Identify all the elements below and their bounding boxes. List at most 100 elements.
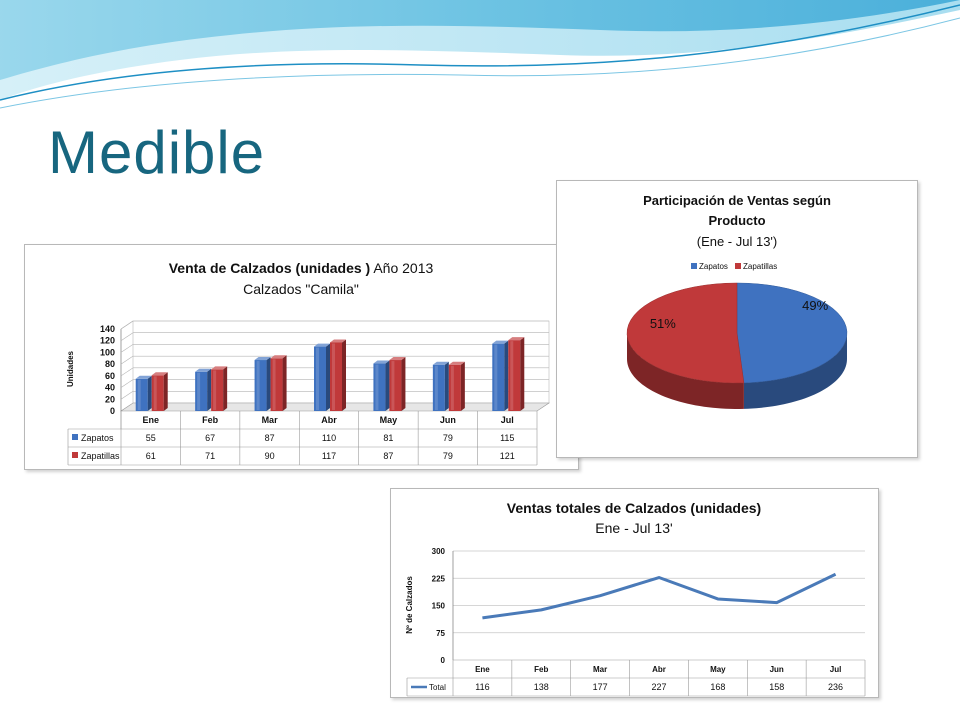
pie-slice-side (627, 333, 744, 409)
bar-zapatillas-side (163, 372, 168, 411)
bar-chart-ytick-label: 60 (105, 371, 115, 381)
line-chart-category-label: Abr (652, 665, 666, 674)
pie-legend-label: Zapatos (699, 262, 728, 271)
bar-data-label: 81 (383, 433, 393, 443)
slide-title: Medible (48, 119, 266, 186)
bar-zapatillas-side (282, 355, 287, 411)
line-data-label: 158 (769, 682, 784, 692)
line-series-total (482, 572, 837, 620)
bar-zapatillas-side (342, 339, 346, 411)
bar-data-label: 121 (500, 451, 515, 461)
bar-zapatillas (508, 340, 521, 411)
line-chart-ytick-label: 150 (432, 602, 446, 611)
bar-zapatos (492, 343, 505, 411)
bar-data-label: 79 (443, 433, 453, 443)
bar-zapatillas-top (330, 339, 346, 343)
pie-legend-label: Zapatillas (743, 262, 777, 271)
bar-chart-category-label: Feb (202, 415, 219, 425)
bar-zapatos-highlight (256, 361, 260, 410)
bar-zapatillas-top (211, 366, 228, 370)
bar-data-label: 71 (205, 451, 215, 461)
bar-zapatillas (151, 375, 164, 411)
bar-chart-category-label: Ene (142, 415, 159, 425)
pie-legend-key (735, 263, 741, 269)
bar-zapatillas-highlight (450, 365, 454, 410)
bar-zapatos-side (326, 343, 330, 411)
bar-zapatos-top (135, 375, 152, 379)
bar-chart-ytick-label: 100 (100, 347, 115, 357)
line-data-label: 116 (475, 682, 489, 692)
pie-chart-panel: Participación de Ventas según Producto (… (556, 180, 918, 458)
bar-legend-key (72, 434, 78, 440)
bar-zapatos-side (504, 340, 509, 411)
bar-zapatos (195, 371, 208, 411)
line-chart-category-label: Jun (770, 665, 784, 674)
bar-zapatillas-side (401, 357, 406, 411)
pie-slice-side (743, 333, 847, 409)
bar-zapatillas-top (389, 357, 406, 361)
bar-zapatos-top (492, 340, 509, 344)
bar-data-label: 110 (322, 433, 336, 443)
bar-chart-ytick-label: 0 (110, 406, 115, 416)
pie-chart-title-line2: Producto (708, 213, 765, 228)
line-chart-category-label: Feb (534, 665, 548, 674)
line-chart-category-label: Mar (593, 665, 607, 674)
pie-chart-title-line1: Participación de Ventas según (643, 193, 831, 208)
line-data-label: 236 (828, 682, 843, 692)
pie-data-label: 49% (802, 298, 828, 313)
bar-zapatos (373, 363, 386, 411)
bar-data-label: 79 (443, 451, 453, 461)
line-chart-subtitle: Ene - Jul 13' (595, 520, 672, 536)
bar-chart-subtitle: Calzados "Camila" (243, 281, 359, 297)
bar-zapatillas-side (223, 366, 228, 411)
pie-data-label: 51% (650, 316, 676, 331)
bar-chart-panel: Venta de Calzados (unidades ) Año 2013 C… (24, 244, 579, 470)
bar-data-label: 90 (265, 451, 275, 461)
bar-zapatillas-top (151, 372, 168, 376)
bar-data-label: 87 (265, 433, 275, 443)
line-chart-ytick-label: 75 (436, 629, 445, 638)
line-chart-svg: Ventas totales de Calzados (unidades) En… (405, 500, 866, 697)
bar-zapatillas (448, 364, 461, 411)
bar-chart-ytick-label: 120 (100, 336, 115, 346)
bar-zapatillas-highlight (391, 361, 395, 410)
bar-zapatillas-highlight (332, 343, 335, 410)
bar-zapatos (254, 360, 267, 411)
bar-data-label: 61 (146, 451, 156, 461)
bar-zapatillas-top (508, 337, 525, 341)
bar-legend-key (72, 452, 78, 458)
line-chart-panel: Ventas totales de Calzados (unidades) En… (390, 488, 879, 698)
bar-zapatos-side (266, 357, 271, 411)
bar-legend-label: Zapatos (81, 433, 114, 443)
bar-chart-category-label: Abr (321, 415, 337, 425)
bar-zapatillas (211, 369, 224, 411)
bar-data-label: 87 (383, 451, 393, 461)
bar-zapatos-side (147, 375, 152, 411)
line-chart-ytick-label: 0 (441, 656, 446, 665)
line-chart-ytick-label: 225 (432, 574, 446, 583)
bar-chart-ytick-label: 40 (105, 383, 115, 393)
bar-chart-gridline-side (120, 332, 134, 341)
pie-chart-subtitle: (Ene - Jul 13') (697, 234, 778, 249)
bar-zapatos-side (444, 361, 449, 411)
bar-zapatos (314, 346, 326, 411)
bar-zapatillas-highlight (510, 341, 514, 410)
bar-chart-gridline-side (120, 391, 134, 400)
bar-chart-gridline-side (120, 379, 134, 388)
line-chart-category-label: Ene (475, 665, 490, 674)
bar-zapatos-highlight (434, 365, 438, 410)
bar-chart-gridline-side (120, 367, 134, 377)
bar-zapatillas (389, 360, 402, 411)
bar-zapatos-side (385, 360, 390, 411)
bar-legend-label: Zapatillas (81, 451, 120, 461)
bar-chart-category-label: May (380, 415, 398, 425)
bar-zapatillas-side (460, 361, 465, 411)
bar-zapatillas-highlight (213, 370, 217, 410)
bar-zapatillas (270, 358, 283, 411)
bar-data-label: 67 (205, 433, 215, 443)
bar-zapatillas-side (520, 337, 525, 411)
line-data-label: 227 (651, 682, 666, 692)
pie-chart-svg: Participación de Ventas según Producto (… (626, 193, 848, 409)
bar-chart-category-label: Jul (501, 415, 514, 425)
bar-zapatos-top (432, 361, 449, 365)
